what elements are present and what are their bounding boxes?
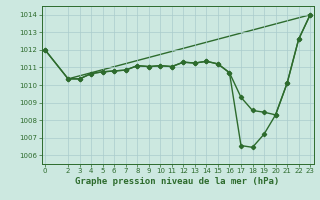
- X-axis label: Graphe pression niveau de la mer (hPa): Graphe pression niveau de la mer (hPa): [76, 177, 280, 186]
